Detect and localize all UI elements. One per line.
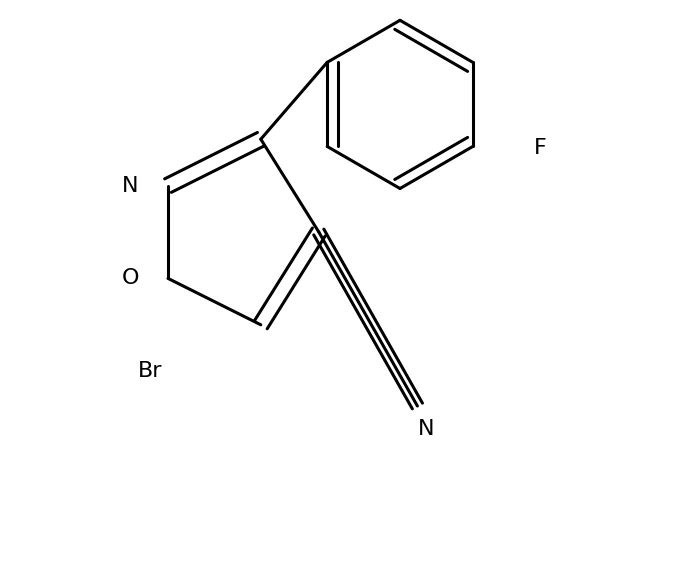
Text: Br: Br (137, 361, 162, 381)
Text: F: F (534, 138, 546, 158)
Text: O: O (122, 269, 139, 288)
Text: N: N (122, 176, 139, 195)
Text: N: N (418, 419, 434, 439)
